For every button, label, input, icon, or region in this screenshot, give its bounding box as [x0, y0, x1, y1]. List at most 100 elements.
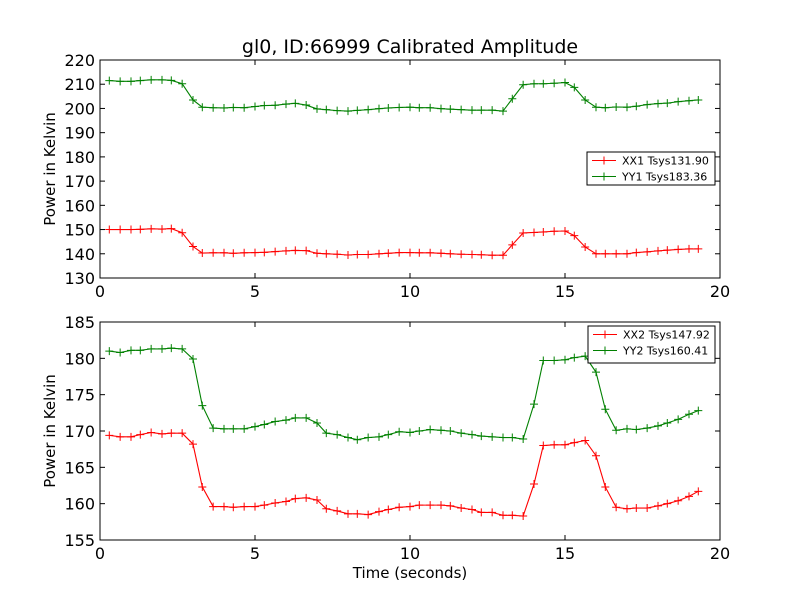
y-tick-label: 170	[64, 172, 95, 191]
series-yy2-tsys160-41	[105, 344, 703, 444]
data-point-marker	[488, 508, 497, 517]
data-point-marker	[105, 76, 114, 85]
x-tick-label: 15	[555, 282, 575, 301]
data-point-marker	[499, 511, 507, 520]
data-point-marker	[406, 502, 414, 511]
data-point-marker	[220, 502, 228, 511]
data-point-marker	[426, 103, 435, 112]
x-tick-label: 5	[250, 282, 260, 301]
data-point-marker	[674, 97, 683, 106]
data-point-marker	[333, 506, 342, 515]
data-point-marker	[344, 509, 352, 518]
data-point-marker	[654, 421, 662, 430]
data-point-marker	[229, 424, 238, 433]
data-point-marker	[632, 248, 641, 257]
data-point-marker	[189, 95, 197, 104]
data-point-marker	[570, 353, 579, 362]
data-point-marker	[663, 499, 672, 508]
data-point-marker	[539, 79, 548, 88]
data-point-marker	[550, 356, 559, 365]
series-line	[109, 228, 699, 256]
data-point-marker	[353, 435, 362, 444]
legend-label: XX1 Tsys131.90	[622, 155, 709, 168]
data-point-marker	[313, 419, 321, 428]
data-point-marker	[499, 251, 507, 260]
x-tick-label: 10	[400, 544, 420, 563]
data-point-marker	[406, 428, 414, 437]
legend-label: XX2 Tsys147.92	[623, 329, 710, 342]
data-point-marker	[271, 101, 280, 110]
data-point-marker	[468, 430, 476, 439]
data-point-marker	[271, 247, 280, 256]
data-point-marker	[251, 102, 259, 111]
data-point-marker	[623, 103, 631, 112]
data-point-marker	[415, 248, 424, 257]
data-point-marker	[612, 249, 621, 258]
data-point-marker	[178, 228, 187, 237]
data-point-marker	[663, 419, 672, 428]
data-point-marker	[353, 106, 362, 115]
data-point-marker	[384, 103, 393, 112]
data-point-marker	[384, 249, 393, 258]
data-point-marker	[685, 410, 693, 419]
data-point-marker	[384, 430, 393, 439]
data-point-marker	[344, 433, 352, 442]
data-point-marker	[530, 400, 538, 409]
data-point-marker	[581, 242, 590, 251]
y-tick-label: 210	[64, 75, 95, 94]
data-point-marker	[674, 245, 683, 254]
data-point-marker	[127, 432, 135, 441]
data-point-marker	[592, 368, 600, 377]
data-point-marker	[519, 434, 528, 443]
data-point-marker	[654, 99, 662, 108]
legend-box	[586, 151, 716, 186]
data-point-marker	[437, 104, 445, 113]
data-point-marker	[229, 503, 238, 512]
data-point-marker	[189, 242, 197, 251]
y-tick-label: 175	[64, 386, 95, 405]
data-point-marker	[395, 503, 404, 512]
data-point-marker	[488, 432, 497, 441]
data-point-marker	[643, 100, 652, 109]
data-point-marker	[158, 75, 166, 84]
data-point-marker	[561, 78, 569, 87]
y-tick-label: 155	[64, 531, 95, 550]
x-tick-label: 15	[555, 544, 575, 563]
y-tick-label: 140	[64, 245, 95, 264]
data-point-marker	[333, 250, 342, 259]
data-point-marker	[291, 494, 300, 503]
y-tick-label: 160	[64, 196, 95, 215]
data-point-marker	[581, 436, 590, 445]
legend-label: YY2 Tsys160.41	[622, 345, 708, 358]
data-point-marker	[229, 103, 238, 112]
data-point-marker	[601, 482, 610, 491]
data-point-marker	[581, 95, 590, 104]
y-axis-title: Power in Kelvin	[41, 112, 59, 226]
data-point-marker	[136, 225, 145, 234]
data-point-marker	[612, 102, 621, 111]
data-point-marker	[251, 248, 259, 257]
y-tick-label: 150	[64, 221, 95, 240]
data-point-marker	[446, 249, 455, 258]
y-tick-label: 170	[64, 422, 95, 441]
data-point-marker	[291, 413, 300, 422]
x-tick-label: 20	[710, 544, 730, 563]
data-point-marker	[446, 501, 455, 510]
data-point-marker	[251, 502, 259, 511]
data-point-marker	[550, 79, 559, 88]
data-point-marker	[353, 509, 362, 518]
data-point-marker	[654, 246, 662, 255]
data-point-marker	[592, 103, 600, 112]
data-point-marker	[105, 347, 114, 356]
y-tick-label: 130	[64, 269, 95, 288]
data-point-marker	[612, 503, 621, 512]
series-line	[109, 79, 699, 112]
data-point-marker	[457, 429, 466, 438]
data-point-marker	[136, 346, 145, 355]
data-point-marker	[198, 482, 207, 491]
data-point-marker	[333, 106, 342, 115]
data-point-marker	[426, 501, 435, 510]
data-point-marker	[612, 426, 621, 435]
data-point-marker	[105, 431, 114, 440]
